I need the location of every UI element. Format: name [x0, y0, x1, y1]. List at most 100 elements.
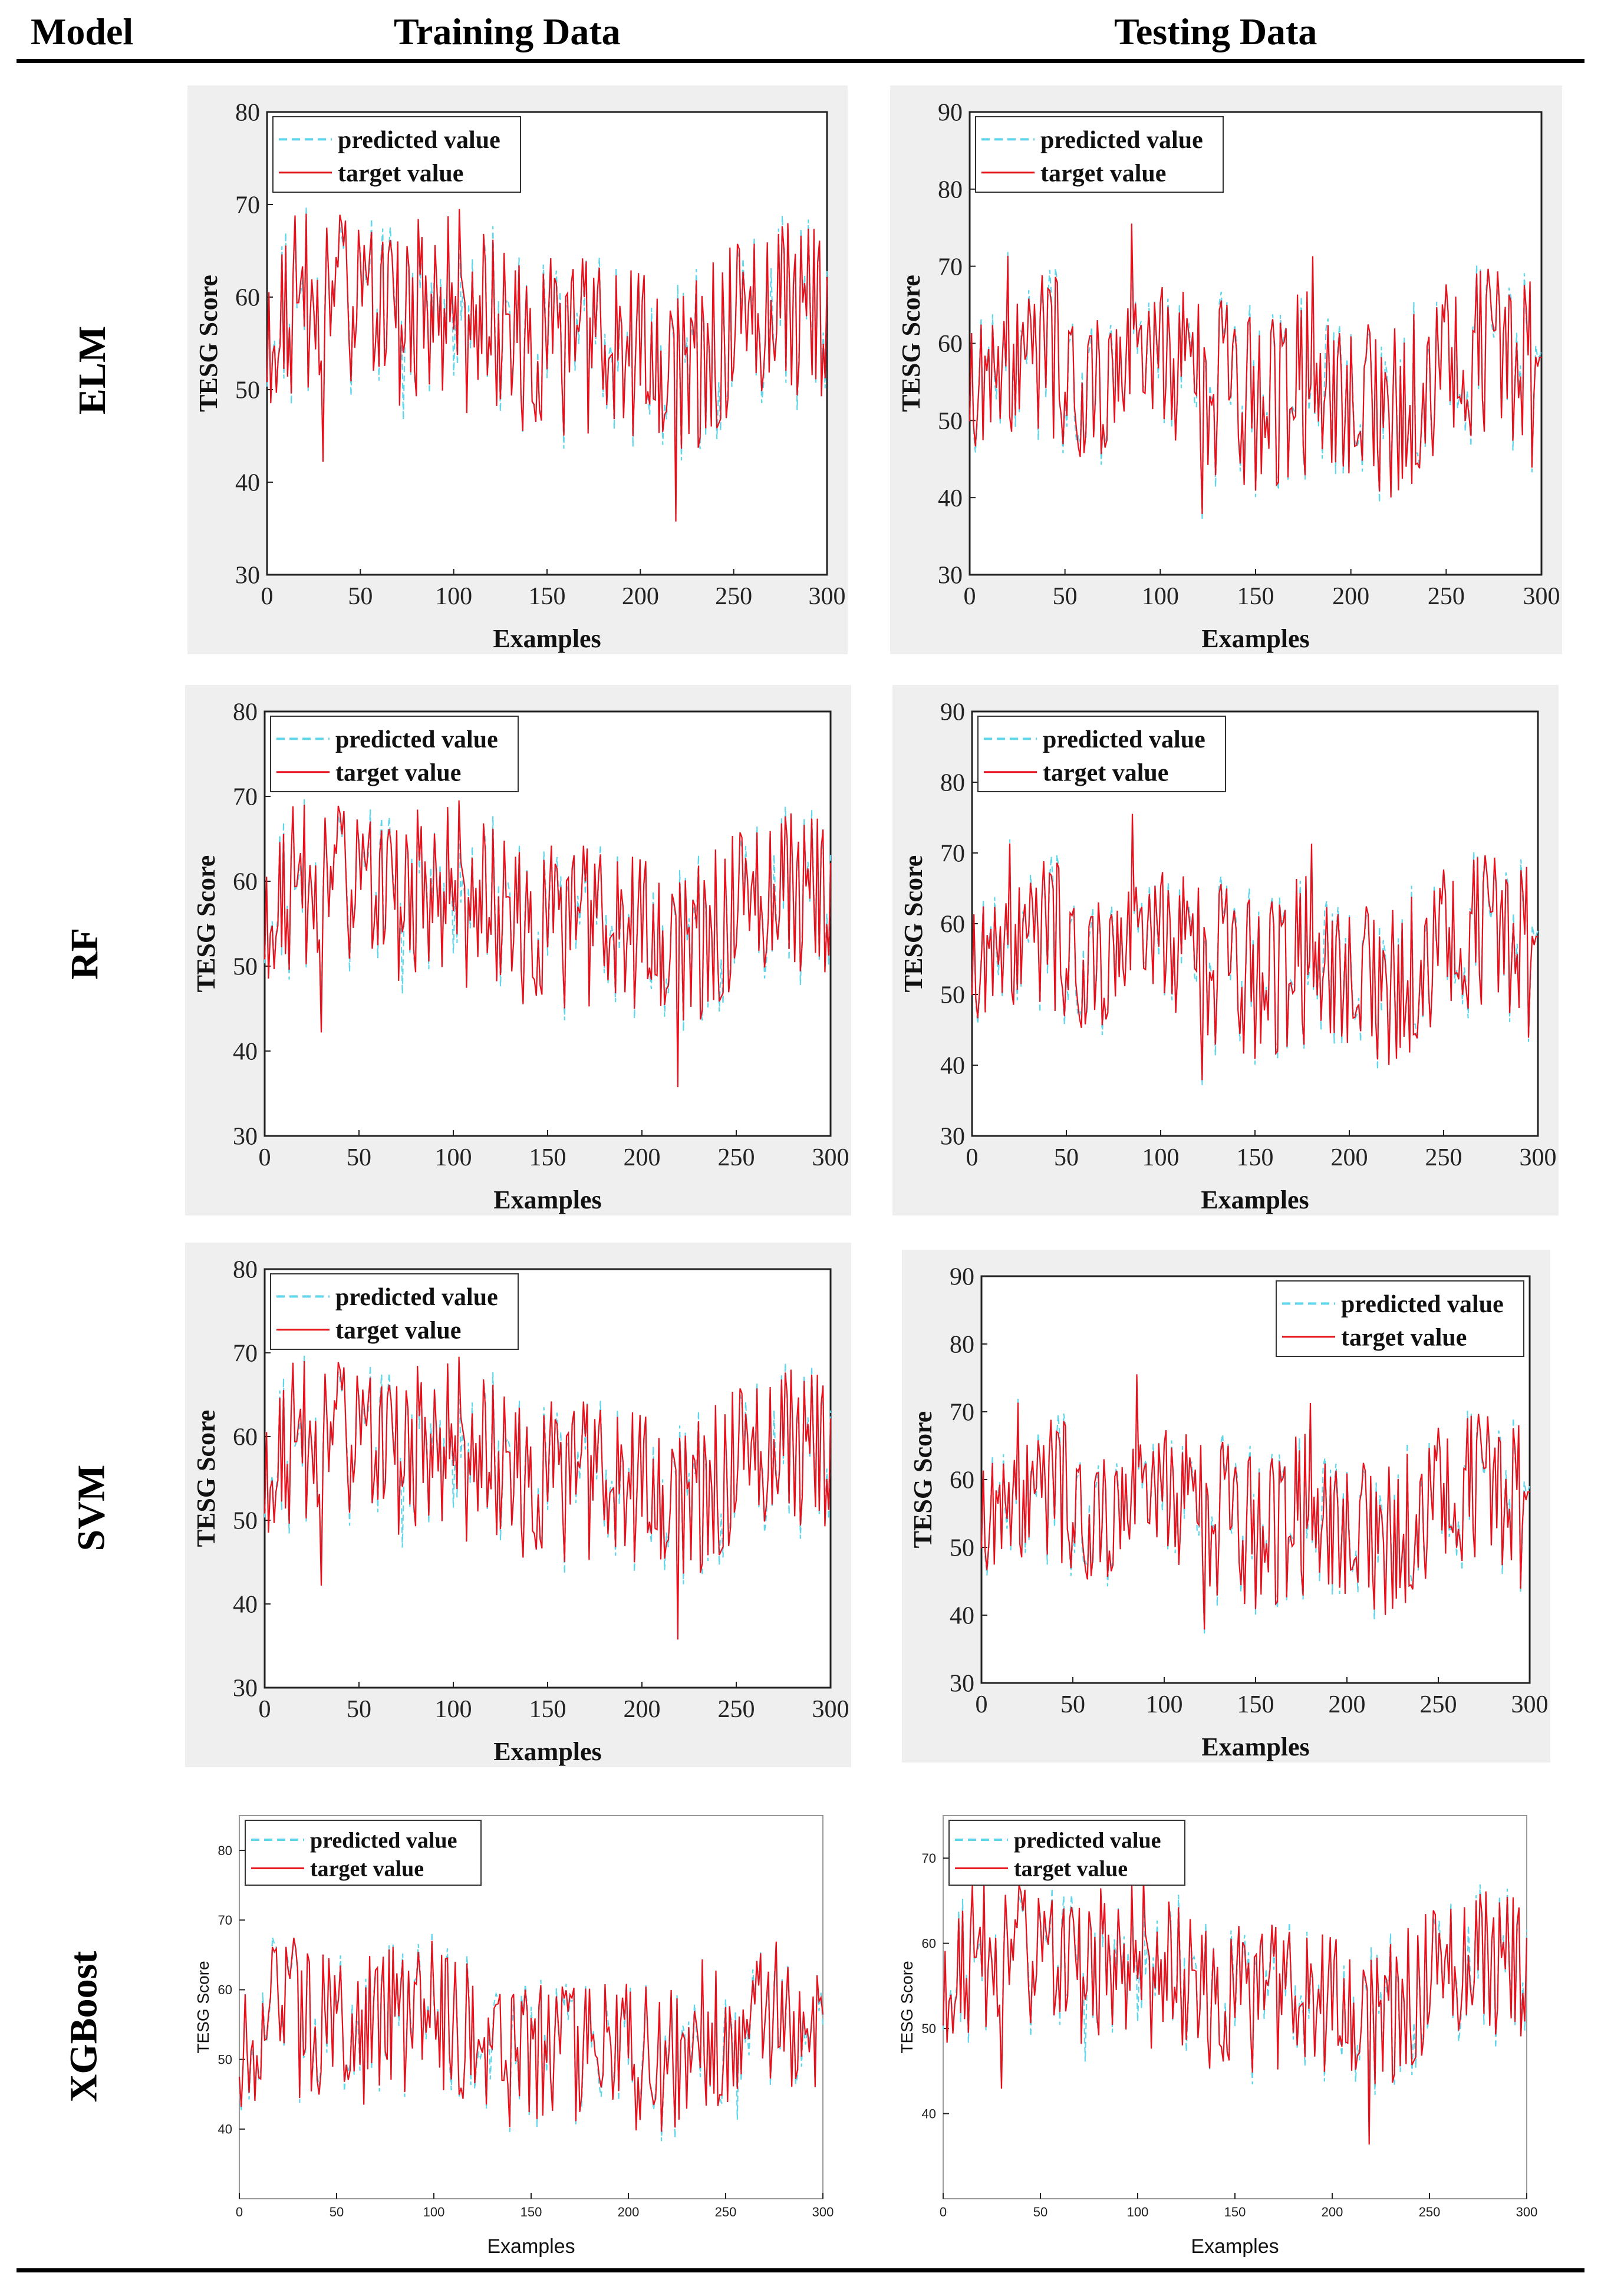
x-tick-label: 250: [718, 1696, 755, 1723]
x-tick-label: 200: [624, 1696, 661, 1723]
legend-target-label: target value: [1043, 759, 1168, 786]
x-tick-label: 150: [1224, 2205, 1246, 2219]
y-tick-label: 70: [950, 1399, 974, 1427]
legend-target-label: target value: [335, 1317, 461, 1344]
y-tick-label: 30: [950, 1671, 974, 1698]
x-tick-label: 250: [718, 1144, 755, 1171]
legend: predicted value target value: [1276, 1280, 1524, 1357]
chart-xgboost-testing: 0 50 100 150 200 250 300 40 50 60 70 Examples TESG S…: [890, 1798, 1544, 2264]
y-tick-label: 30: [938, 562, 963, 589]
y-tick-label: 70: [233, 1340, 258, 1368]
y-axis-label: TESG Score: [897, 275, 925, 412]
x-tick-label: 250: [715, 2205, 737, 2219]
x-tick-label: 50: [1033, 2205, 1047, 2219]
legend: predicted value target value: [975, 116, 1224, 193]
x-tick-label: 100: [435, 1696, 472, 1723]
x-tick-label: 50: [330, 2205, 344, 2219]
x-tick-label: 300: [812, 1144, 849, 1171]
chart-rf-training: 0 50 100 150 200 250 300 30 40 50 60 70 80 Examples TE…: [185, 685, 851, 1215]
x-tick-label: 50: [1053, 583, 1078, 610]
series-target-value: [266, 209, 828, 522]
legend-predicted-label: predicted value: [338, 127, 500, 154]
y-tick-label: 60: [922, 1936, 936, 1951]
legend: predicted value target value: [272, 116, 521, 193]
y-tick-label: 60: [235, 285, 260, 312]
y-tick-label: 50: [938, 408, 963, 435]
x-axis-label: Examples: [493, 1737, 601, 1766]
legend-predicted-label: predicted value: [1341, 1291, 1504, 1318]
x-tick-label: 250: [715, 583, 752, 610]
y-axis-label: TESG Score: [899, 855, 928, 993]
y-tick-label: 40: [922, 2106, 936, 2121]
legend-target-label: target value: [1341, 1324, 1467, 1351]
y-tick-label: 70: [218, 1913, 232, 1928]
y-tick-label: 80: [218, 1843, 232, 1858]
x-axis-label: Examples: [1201, 1732, 1309, 1761]
legend-target-label: target value: [1040, 160, 1166, 187]
x-axis-label: Examples: [1201, 1185, 1309, 1214]
legend-target-label: target value: [1014, 1857, 1128, 1882]
chart-svm-training: 0 50 100 150 200 250 300 30 40 50 60 70 80 Examples TE…: [185, 1243, 851, 1767]
x-tick-label: 0: [259, 1696, 271, 1723]
legend-predicted-label: predicted value: [1014, 1828, 1161, 1853]
row-label-svm: SVM: [70, 1464, 113, 1551]
x-tick-label: 100: [1146, 1691, 1183, 1718]
y-tick-label: 30: [233, 1675, 258, 1702]
y-tick-label: 50: [218, 2052, 232, 2067]
x-tick-label: 150: [1237, 1144, 1274, 1171]
x-tick-label: 150: [529, 1696, 566, 1723]
x-tick-label: 100: [1142, 583, 1179, 610]
y-tick-label: 60: [938, 331, 963, 358]
series-target-value: [263, 800, 832, 1088]
y-tick-label: 70: [938, 253, 963, 281]
legend: predicted value target value: [245, 1820, 482, 1886]
y-tick-label: 90: [950, 1264, 974, 1291]
x-tick-label: 100: [435, 1144, 472, 1171]
x-tick-label: 0: [261, 583, 274, 610]
y-tick-label: 50: [950, 1535, 974, 1562]
y-tick-label: 40: [940, 1053, 965, 1080]
chart-svg: 0 50 100 150 200 250 300 40 50 60 70 80 Examples TESG…: [186, 1798, 841, 2264]
y-tick-label: 40: [233, 1039, 258, 1066]
x-tick-label: 50: [347, 1696, 371, 1723]
legend: predicted value target value: [270, 1273, 519, 1350]
y-tick-label: 50: [233, 954, 258, 981]
x-tick-label: 0: [940, 2205, 947, 2219]
series-target-value: [968, 223, 1542, 514]
chart-elm-testing: 0 50 100 150 200 250 300 30 40 50 60 70 80 90 Examples…: [890, 85, 1562, 654]
y-tick-label: 90: [940, 699, 965, 726]
x-tick-label: 50: [347, 1144, 371, 1171]
x-tick-label: 250: [1425, 1144, 1462, 1171]
bottom-rule: [17, 2268, 1584, 2272]
x-tick-label: 200: [1329, 1691, 1366, 1718]
y-tick-label: 60: [218, 1982, 232, 1997]
row-label-elm: ELM: [71, 325, 114, 415]
y-tick-label: 40: [233, 1592, 258, 1619]
legend: predicted value target value: [948, 1820, 1185, 1886]
x-axis-label: Examples: [493, 1185, 601, 1214]
x-tick-label: 150: [529, 583, 566, 610]
y-tick-label: 50: [235, 377, 260, 404]
series-target-value: [263, 1356, 832, 1640]
x-tick-label: 300: [1520, 1144, 1557, 1171]
y-tick-label: 60: [233, 869, 258, 896]
chart-rf-testing: 0 50 100 150 200 250 300 30 40 50 60 70 80 90 Examples…: [892, 685, 1559, 1215]
x-tick-label: 50: [348, 583, 373, 610]
x-tick-label: 300: [1516, 2205, 1538, 2219]
y-tick-label: 80: [233, 699, 258, 726]
x-axis-label: Examples: [1191, 2235, 1279, 2258]
y-tick-label: 40: [950, 1603, 974, 1630]
x-tick-label: 200: [1322, 2205, 1343, 2219]
x-tick-label: 300: [812, 1696, 849, 1723]
x-tick-label: 200: [624, 1144, 661, 1171]
chart-elm-training: 0 50 100 150 200 250 300 30 40 50 60 70 80 Examples TE…: [187, 85, 848, 654]
x-tick-label: 0: [964, 583, 976, 610]
header-rule: [17, 59, 1584, 63]
x-tick-label: 250: [1428, 583, 1465, 610]
legend-predicted-label: predicted value: [335, 1284, 498, 1311]
legend: predicted value target value: [977, 716, 1226, 792]
testing-column-header: Testing Data: [1114, 11, 1317, 52]
x-tick-label: 200: [622, 583, 659, 610]
x-tick-label: 0: [236, 2205, 243, 2219]
training-column-header: Training Data: [394, 11, 621, 52]
